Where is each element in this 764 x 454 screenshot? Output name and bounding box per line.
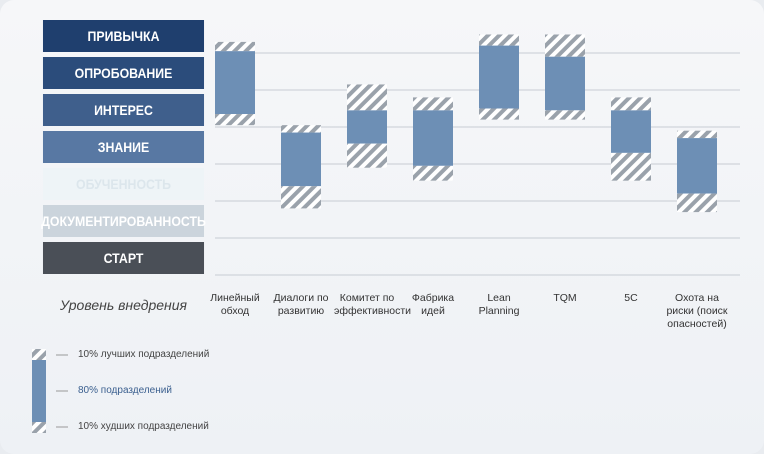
core-bar (347, 110, 387, 144)
category-label: TQM (553, 292, 577, 304)
bottom-hatch (677, 193, 717, 213)
category-label: Охота на риски (поиск опасностей) (666, 292, 728, 330)
top-hatch (281, 125, 321, 133)
top-hatch (347, 84, 387, 111)
core-bar (413, 110, 453, 166)
core-bar (545, 56, 585, 111)
top-hatch (413, 97, 453, 111)
bottom-hatch (611, 152, 651, 181)
level-box: ПРИВЫЧКА (42, 20, 205, 52)
legend-label: 10% худших подразделений (78, 421, 209, 432)
legend-label: 10% лучших подразделений (78, 349, 210, 360)
category-label: Фабрика идей (411, 292, 455, 317)
axis-label: Уровень внедрения (59, 297, 188, 313)
level-box: ИНТЕРЕС (42, 94, 205, 126)
bottom-hatch (281, 186, 321, 209)
category-label: Комитет по эффективности (334, 292, 412, 317)
core-bar (281, 132, 321, 187)
top-hatch (677, 130, 717, 139)
top-hatch (215, 41, 255, 52)
bottom-hatch (479, 108, 519, 120)
level-box: ОПРОБОВАНИЕ (42, 57, 205, 89)
level-box: ДОКУМЕНТИРОВАННОСТЬ (41, 205, 206, 237)
bottom-hatch (215, 114, 255, 126)
top-hatch (545, 34, 585, 57)
bottom-hatch (347, 143, 387, 168)
bottom-hatch (413, 165, 453, 181)
core-bar (215, 51, 255, 115)
top-hatch (611, 97, 651, 111)
category-label: 5С (624, 292, 638, 304)
bottom-hatch (545, 110, 585, 120)
level-box: СТАРТ (42, 242, 205, 274)
category-label: Lean Planning (478, 292, 520, 317)
level-box: ЗНАНИЕ (42, 131, 205, 163)
core-bar (479, 45, 519, 109)
core-bar (677, 138, 717, 194)
top-hatch (479, 34, 519, 46)
level-box: ОБУЧЕННОСТЬ (42, 168, 205, 200)
legend-label: 80% подразделений (78, 385, 172, 396)
legend-core (32, 360, 46, 422)
core-bar (611, 110, 651, 153)
category-label: Линейный обход (210, 292, 260, 317)
legend-hatch (32, 422, 46, 433)
legend-hatch (32, 349, 46, 360)
category-label: Диалоги по развитию (273, 292, 329, 317)
